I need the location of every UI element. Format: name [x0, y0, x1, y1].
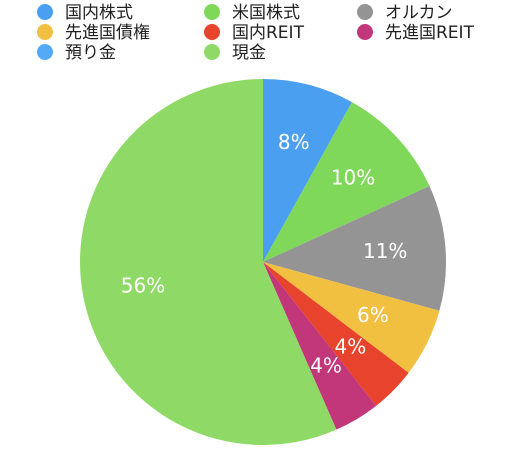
- pie-slice: [263, 79, 352, 262]
- pie-slice: [263, 262, 440, 373]
- legend-label: 預り金: [65, 43, 116, 63]
- pie-slice: [263, 102, 430, 262]
- legend-label: 国内REIT: [232, 23, 305, 43]
- legend-marker: [357, 4, 373, 20]
- slice-label: 56%: [121, 274, 165, 298]
- slice-label: 8%: [278, 130, 310, 154]
- legend-marker: [204, 44, 220, 60]
- legend-label: 国内株式: [65, 3, 133, 23]
- slice-label: 11%: [363, 239, 407, 263]
- legend-marker: [37, 24, 53, 40]
- slice-label: 4%: [310, 354, 342, 378]
- legend-label: オルカン: [385, 3, 453, 23]
- legend-label: 現金: [232, 43, 266, 63]
- legend-marker: [204, 4, 220, 20]
- pie-slice: [263, 262, 409, 406]
- legend-marker: [37, 44, 53, 60]
- legend-marker: [357, 24, 373, 40]
- legend-label: 先進国REIT: [385, 23, 475, 43]
- pie-slice: [263, 185, 446, 311]
- legend-marker: [204, 24, 220, 40]
- legend-label: 米国株式: [232, 3, 300, 23]
- slice-label: 4%: [335, 335, 367, 359]
- pie-slice: [263, 262, 377, 430]
- legend-marker: [37, 4, 53, 20]
- slice-label: 6%: [357, 303, 389, 327]
- legend-label: 先進国債権: [65, 23, 150, 43]
- pie-slice: [79, 79, 337, 445]
- slice-label: 10%: [331, 165, 375, 189]
